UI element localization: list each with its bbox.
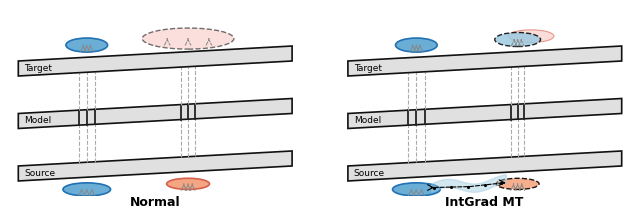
Ellipse shape — [396, 38, 437, 52]
Ellipse shape — [495, 33, 541, 47]
Polygon shape — [348, 98, 621, 128]
Polygon shape — [19, 151, 292, 181]
Text: Model: Model — [24, 117, 51, 125]
Text: Target: Target — [354, 64, 382, 73]
Ellipse shape — [508, 30, 554, 42]
Text: Normal: Normal — [130, 196, 181, 209]
Text: Source: Source — [24, 169, 56, 178]
Text: IntGrad MT: IntGrad MT — [445, 196, 524, 209]
Polygon shape — [348, 151, 621, 181]
Text: Source: Source — [354, 169, 385, 178]
Text: Model: Model — [354, 117, 381, 125]
Ellipse shape — [63, 183, 111, 196]
Polygon shape — [19, 46, 292, 76]
Ellipse shape — [142, 28, 234, 49]
Ellipse shape — [66, 38, 108, 52]
Ellipse shape — [392, 183, 440, 196]
Ellipse shape — [496, 178, 539, 189]
Polygon shape — [19, 98, 292, 128]
Ellipse shape — [166, 178, 209, 189]
Polygon shape — [348, 46, 621, 76]
Text: Target: Target — [24, 64, 52, 73]
